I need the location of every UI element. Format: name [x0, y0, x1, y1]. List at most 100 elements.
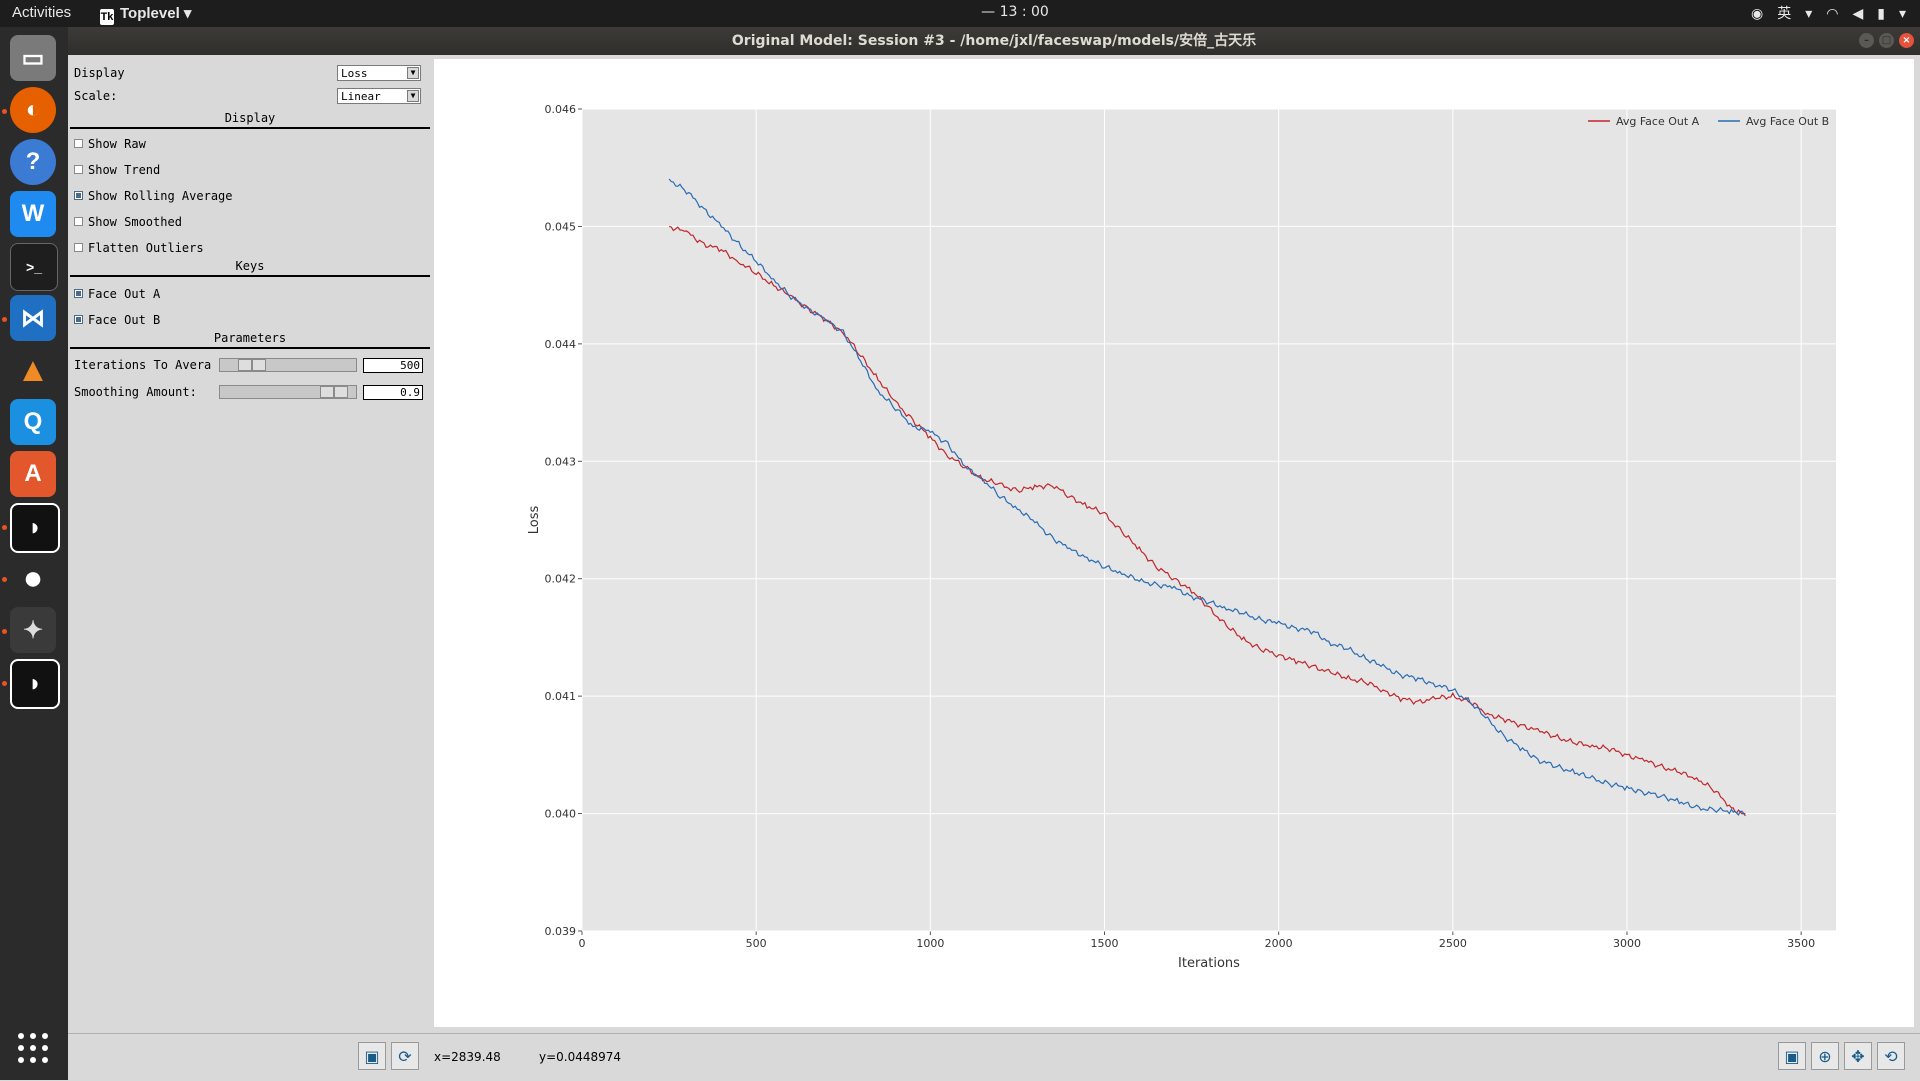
matlab-icon[interactable]: ▲: [10, 347, 56, 393]
y-axis-label: Loss: [527, 506, 542, 535]
volume-icon[interactable]: ◀: [1852, 4, 1864, 21]
activities-button[interactable]: Activities: [12, 4, 72, 21]
legend-entry: Avg Face Out A: [1616, 115, 1700, 128]
dock: ▭ ◐ ? W >_ ⋈ ▲ Q A ◗ ● ✦ ◗: [0, 27, 68, 1080]
show-applications-icon[interactable]: [18, 1033, 48, 1063]
app-name: Toplevel: [120, 5, 180, 22]
running-indicator: [2, 681, 7, 686]
running-indicator: [2, 577, 7, 582]
wps-icon[interactable]: W: [10, 191, 56, 237]
smoothing-label: Smoothing Amount:: [74, 385, 197, 399]
iterations-label: Iterations To Avera: [74, 358, 212, 372]
save-icon[interactable]: ▣: [358, 1042, 386, 1070]
x-tick-label: 3500: [1787, 937, 1815, 950]
scale-label: Scale:: [74, 89, 118, 103]
show-smoothed-label: Show Smoothed: [88, 215, 182, 229]
iterations-input[interactable]: 500: [363, 358, 423, 373]
smoothing-input[interactable]: 0.9: [363, 385, 423, 400]
y-tick-label: 0.039: [545, 925, 577, 938]
software-center-icon[interactable]: A: [10, 451, 56, 497]
vscode-icon[interactable]: ⋈: [10, 295, 56, 341]
network-indicator-icon[interactable]: ◉: [1751, 4, 1764, 21]
section-parameters: Parameters: [70, 329, 430, 349]
files-icon[interactable]: ▭: [10, 35, 56, 81]
show-smoothed-checkbox[interactable]: Show Smoothed: [74, 213, 182, 231]
flatten-outliers-checkbox[interactable]: Flatten Outliers: [74, 239, 204, 257]
wifi-icon[interactable]: ◠: [1826, 4, 1839, 21]
close-icon[interactable]: ×: [1899, 33, 1914, 48]
reset-view-icon[interactable]: ⟲: [1877, 1042, 1905, 1070]
checkbox-box[interactable]: [74, 315, 83, 324]
firefox-icon[interactable]: ◐: [10, 87, 56, 133]
checkbox-box[interactable]: [74, 243, 83, 252]
minimize-icon[interactable]: –: [1859, 33, 1874, 48]
smoothing-slider[interactable]: [219, 385, 357, 399]
app-menu[interactable]: Tk Toplevel ▾: [100, 5, 192, 25]
window-title: Original Model: Session #3 - /home/jxl/f…: [731, 33, 1257, 49]
slider-thumb[interactable]: [252, 359, 266, 371]
save-figure-icon[interactable]: ▣: [1778, 1042, 1806, 1070]
show-raw-label: Show Raw: [88, 137, 146, 151]
series-line-b: [668, 178, 1746, 816]
tools-icon[interactable]: ✦: [10, 607, 56, 653]
x-tick-label: 2500: [1439, 937, 1467, 950]
slider-thumb[interactable]: [238, 359, 252, 371]
x-tick-label: 3000: [1613, 937, 1641, 950]
slider-thumb[interactable]: [320, 386, 334, 398]
chevron-down-icon[interactable]: ▼: [407, 67, 419, 79]
series-line-a: [668, 225, 1746, 817]
faceswap-window-icon[interactable]: ◗: [10, 659, 60, 709]
refresh-icon[interactable]: ⟳: [391, 1042, 419, 1070]
show-trend-label: Show Trend: [88, 163, 161, 177]
checkbox-box[interactable]: [74, 289, 83, 298]
battery-icon[interactable]: ▮: [1877, 4, 1885, 21]
x-axis-label: Iterations: [1178, 956, 1240, 971]
legend-entry: Avg Face Out B: [1746, 115, 1829, 128]
show-raw-checkbox[interactable]: Show Raw: [74, 135, 146, 153]
running-indicator: [2, 109, 7, 114]
window-title-bar[interactable]: Original Model: Session #3 - /home/jxl/f…: [68, 27, 1920, 55]
checkbox-box[interactable]: [74, 165, 83, 174]
iterations-slider[interactable]: [219, 358, 357, 372]
tk-icon: Tk: [100, 9, 114, 25]
checkbox-box[interactable]: [74, 217, 83, 226]
running-indicator: [2, 525, 7, 530]
checkbox-box[interactable]: [74, 139, 83, 148]
slider-thumb[interactable]: [334, 386, 348, 398]
face-out-b-checkbox[interactable]: Face Out B: [74, 311, 160, 329]
scale-select-value: Linear: [341, 90, 381, 103]
running-indicator: [2, 317, 7, 322]
y-tick-label: 0.045: [545, 220, 577, 233]
system-tray[interactable]: ◉ 英 ▾ ◠ ◀ ▮ ▾: [1751, 3, 1906, 23]
maximize-icon[interactable]: □: [1879, 33, 1894, 48]
display-select[interactable]: Loss ▼: [337, 65, 421, 81]
y-tick-label: 0.041: [545, 690, 577, 703]
loss-chart[interactable]: 0 500 1000 1500 2000 2500 3000 3500 0.039 0.040 0.…: [434, 59, 1914, 1027]
face-out-b-label: Face Out B: [88, 313, 161, 327]
show-rolling-average-checkbox[interactable]: Show Rolling Average: [74, 187, 233, 205]
cursor-y-readout: y=0.0448974: [539, 1050, 622, 1064]
scale-select[interactable]: Linear ▼: [337, 88, 421, 104]
section-display: Display: [70, 109, 430, 129]
plot-canvas[interactable]: 0 500 1000 1500 2000 2500 3000 3500 0.039 0.040 0.…: [434, 59, 1914, 1027]
chevron-down-icon: ▾: [1805, 4, 1813, 21]
clock[interactable]: — 13 : 00: [981, 4, 1049, 20]
system-menu-icon[interactable]: ▾: [1898, 4, 1906, 21]
qq-browser-icon[interactable]: Q: [10, 399, 56, 445]
y-tick-label: 0.040: [545, 808, 577, 821]
help-icon[interactable]: ?: [10, 139, 56, 185]
bottom-toolbar: ▣ ⟳ x=2839.48 y=0.0448974 ▣ ⊕ ✥ ⟲: [68, 1033, 1920, 1081]
pan-icon[interactable]: ✥: [1844, 1042, 1872, 1070]
faceswap-icon[interactable]: ◗: [10, 503, 60, 553]
chevron-down-icon[interactable]: ▼: [407, 90, 419, 102]
terminal-icon[interactable]: >_: [10, 243, 58, 291]
y-tick-label: 0.044: [545, 338, 577, 351]
input-method[interactable]: 英: [1777, 5, 1792, 21]
zoom-icon[interactable]: ⊕: [1811, 1042, 1839, 1070]
face-out-a-checkbox[interactable]: Face Out A: [74, 285, 160, 303]
x-tick-label: 500: [746, 937, 767, 950]
qq-penguin-icon[interactable]: ●: [10, 555, 56, 601]
checkbox-box[interactable]: [74, 191, 83, 200]
control-panel: Display Loss ▼ Scale: Linear ▼ Display S…: [68, 55, 432, 1030]
show-trend-checkbox[interactable]: Show Trend: [74, 161, 160, 179]
